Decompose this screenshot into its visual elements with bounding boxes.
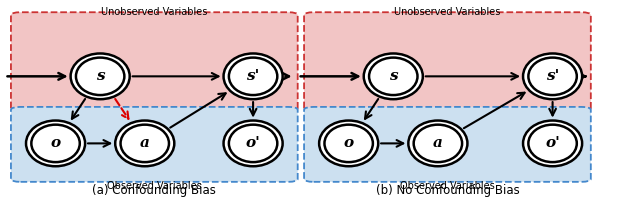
- Ellipse shape: [76, 58, 124, 95]
- Ellipse shape: [324, 125, 373, 162]
- Text: s': s': [546, 69, 559, 83]
- FancyBboxPatch shape: [304, 12, 591, 111]
- Ellipse shape: [229, 58, 277, 95]
- Ellipse shape: [229, 125, 277, 162]
- Ellipse shape: [408, 121, 467, 166]
- Ellipse shape: [529, 125, 577, 162]
- Text: s': s': [246, 69, 260, 83]
- Ellipse shape: [115, 121, 174, 166]
- FancyBboxPatch shape: [11, 12, 298, 111]
- Text: s: s: [389, 69, 397, 83]
- Ellipse shape: [369, 58, 417, 95]
- Ellipse shape: [529, 58, 577, 95]
- FancyBboxPatch shape: [304, 107, 591, 182]
- Ellipse shape: [26, 121, 85, 166]
- Ellipse shape: [523, 53, 582, 99]
- Ellipse shape: [223, 53, 283, 99]
- Ellipse shape: [523, 121, 582, 166]
- Ellipse shape: [413, 125, 462, 162]
- Text: a: a: [433, 136, 443, 150]
- Text: (a) Confounding Bias: (a) Confounding Bias: [92, 184, 216, 197]
- Text: Observed Variables: Observed Variables: [107, 181, 202, 191]
- Ellipse shape: [31, 125, 80, 162]
- Ellipse shape: [319, 121, 378, 166]
- Text: Unobserved Variables: Unobserved Variables: [101, 7, 207, 17]
- Text: a: a: [140, 136, 150, 150]
- Text: Unobserved Variables: Unobserved Variables: [394, 7, 500, 17]
- FancyBboxPatch shape: [11, 107, 298, 182]
- Ellipse shape: [364, 53, 423, 99]
- Text: o': o': [545, 136, 560, 150]
- Text: (b) No Confounding Bias: (b) No Confounding Bias: [376, 184, 519, 197]
- Text: o: o: [51, 136, 61, 150]
- Ellipse shape: [120, 125, 169, 162]
- Text: o: o: [344, 136, 354, 150]
- Text: Observed Variables: Observed Variables: [400, 181, 495, 191]
- Text: o': o': [246, 136, 260, 150]
- Ellipse shape: [70, 53, 130, 99]
- Ellipse shape: [223, 121, 283, 166]
- Text: s: s: [96, 69, 104, 83]
